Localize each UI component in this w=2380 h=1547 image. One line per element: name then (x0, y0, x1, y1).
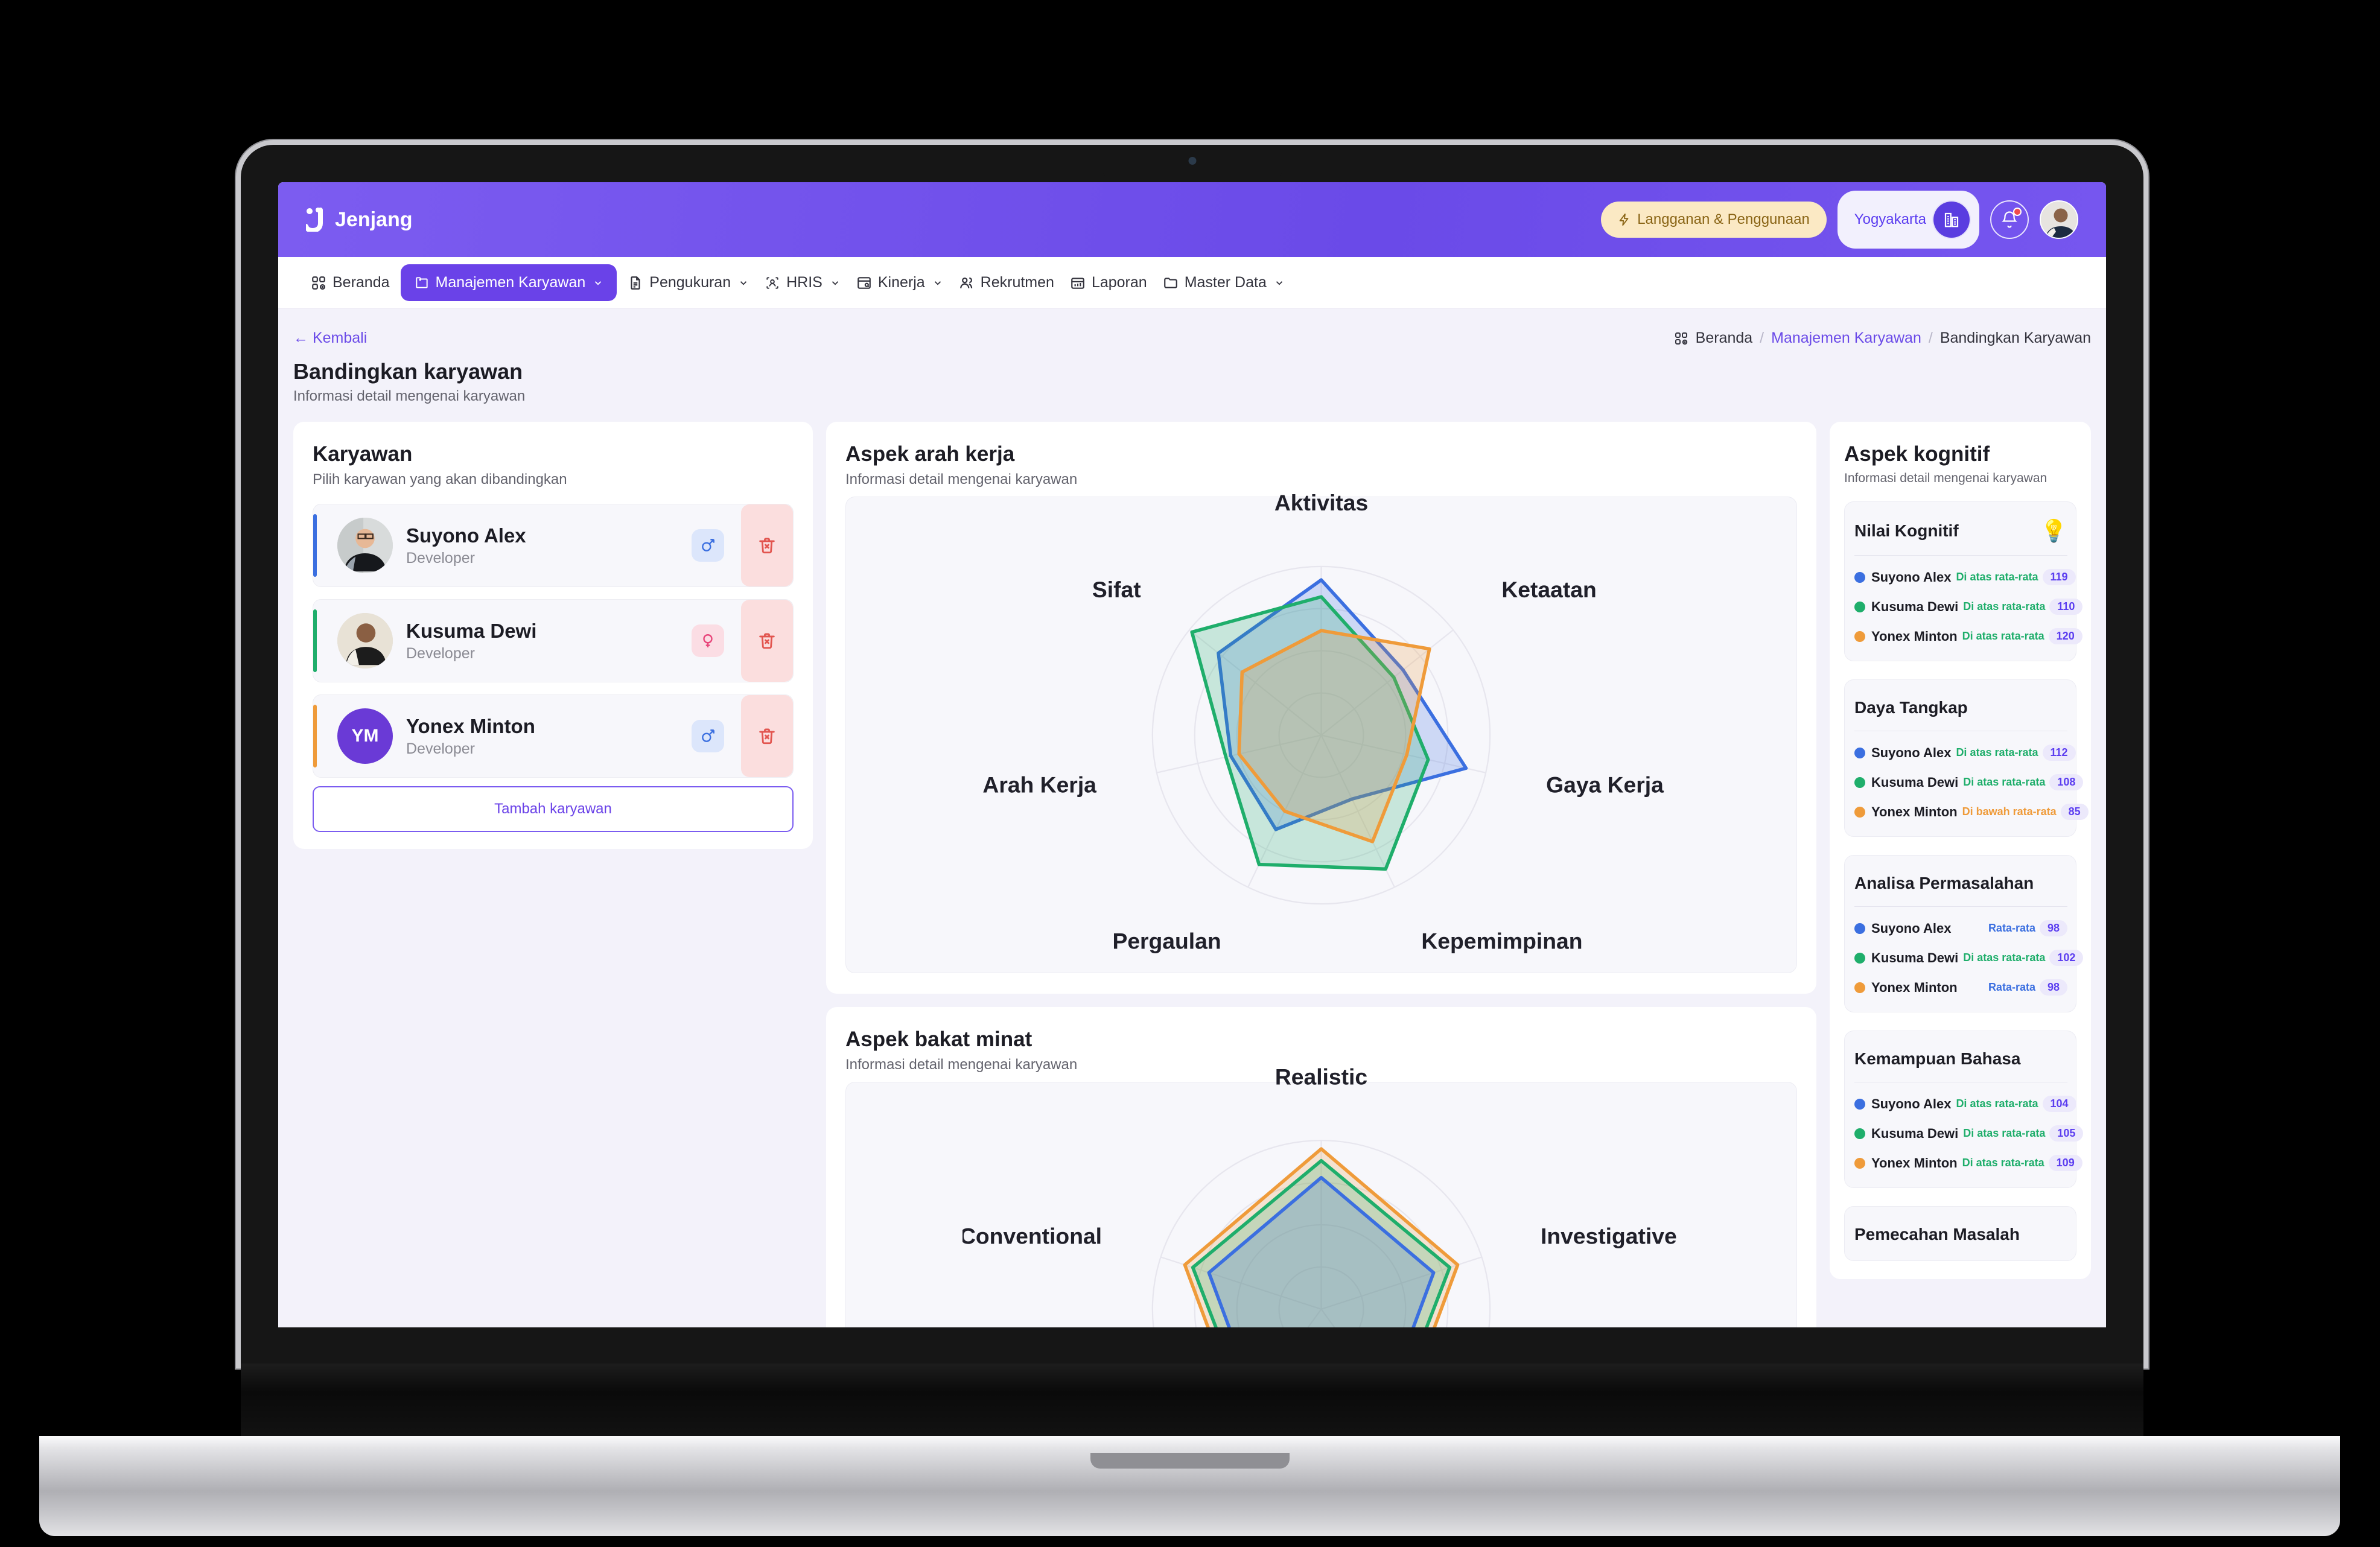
svg-text:Conventional: Conventional (962, 1223, 1102, 1248)
svg-text:Arah Kerja: Arah Kerja (982, 772, 1096, 797)
svg-text:Investigative: Investigative (1541, 1223, 1677, 1248)
svg-text:Realistic: Realistic (1275, 1067, 1367, 1089)
svg-text:Ketaatan: Ketaatan (1501, 577, 1596, 602)
svg-text:Gaya Kerja: Gaya Kerja (1546, 772, 1664, 797)
svg-text:Pergaulan: Pergaulan (1112, 928, 1221, 953)
svg-text:Kepemimpinan: Kepemimpinan (1421, 928, 1582, 953)
svg-text:Aktivitas: Aktivitas (1274, 490, 1368, 515)
svg-text:Sifat: Sifat (1092, 577, 1141, 602)
